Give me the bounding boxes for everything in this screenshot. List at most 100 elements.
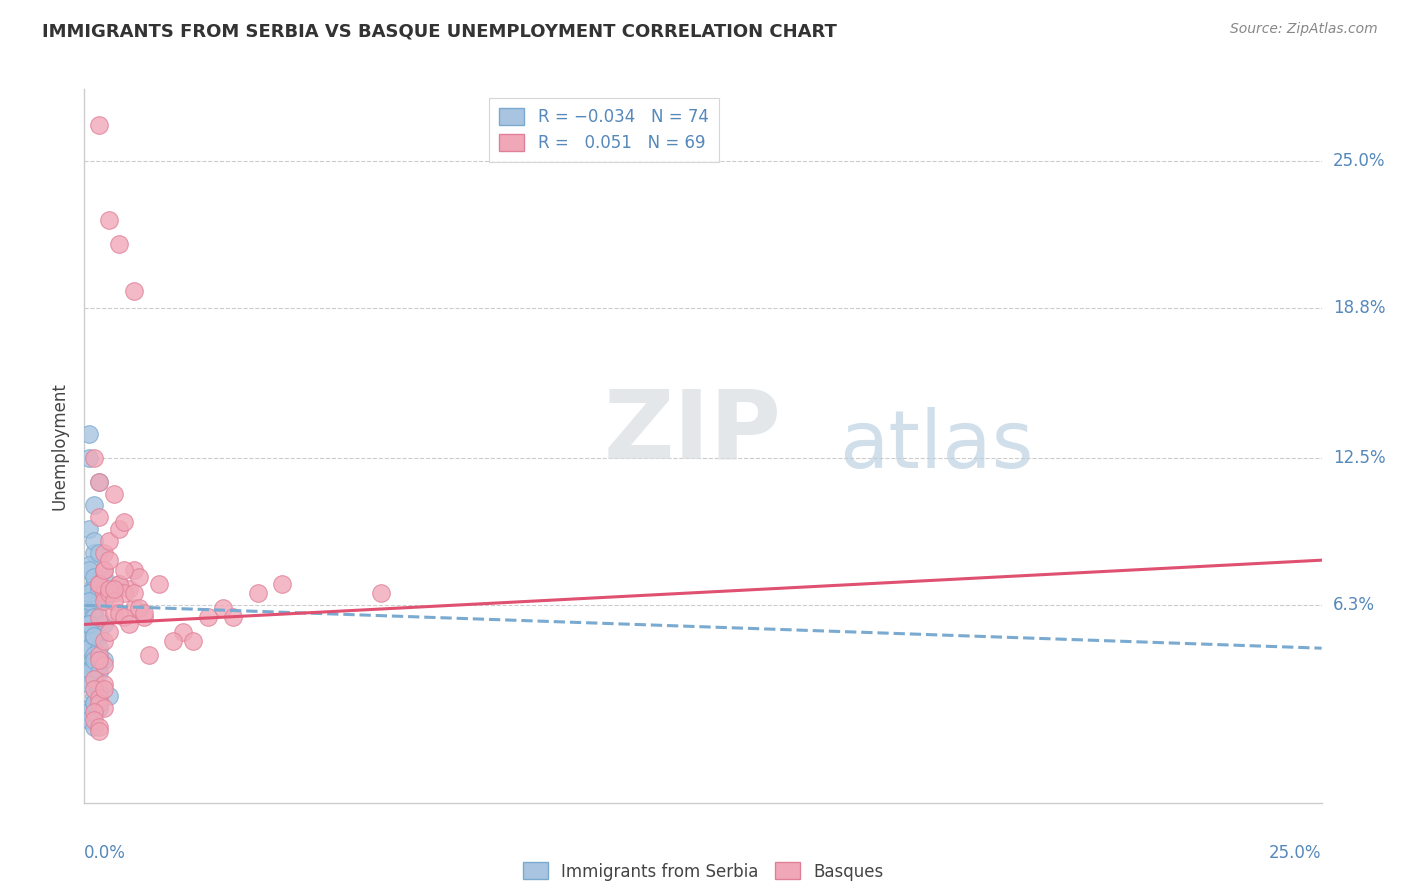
Point bbox=[148, 577, 170, 591]
Point bbox=[89, 657, 111, 672]
Point bbox=[83, 534, 105, 549]
Point bbox=[83, 629, 105, 643]
Legend: Immigrants from Serbia, Basques: Immigrants from Serbia, Basques bbox=[516, 855, 890, 888]
Point bbox=[93, 593, 115, 607]
Point bbox=[93, 563, 115, 577]
Point bbox=[79, 700, 101, 714]
Point bbox=[108, 236, 131, 251]
Point bbox=[89, 691, 111, 706]
Point bbox=[89, 593, 111, 607]
Point bbox=[89, 582, 111, 596]
Point bbox=[83, 713, 105, 727]
Point bbox=[83, 577, 105, 591]
Point bbox=[98, 213, 121, 227]
Point bbox=[83, 582, 105, 596]
Point bbox=[83, 681, 105, 696]
Text: atlas: atlas bbox=[839, 407, 1033, 485]
Text: Source: ZipAtlas.com: Source: ZipAtlas.com bbox=[1230, 22, 1378, 37]
Text: ZIP: ZIP bbox=[605, 385, 782, 478]
Point bbox=[83, 629, 105, 643]
Point bbox=[271, 577, 294, 591]
Point bbox=[79, 610, 101, 624]
Point bbox=[89, 593, 111, 607]
Point bbox=[89, 641, 111, 656]
Point bbox=[83, 499, 105, 513]
Point bbox=[103, 582, 125, 596]
Point bbox=[79, 586, 101, 600]
Point bbox=[118, 617, 141, 632]
Point bbox=[89, 118, 111, 132]
Point bbox=[79, 713, 101, 727]
Point bbox=[93, 563, 115, 577]
Point bbox=[79, 617, 101, 632]
Point bbox=[112, 610, 135, 624]
Point bbox=[83, 606, 105, 620]
Point bbox=[83, 657, 105, 672]
Text: 25.0%: 25.0% bbox=[1333, 152, 1385, 169]
Point bbox=[118, 582, 141, 596]
Point bbox=[93, 681, 115, 696]
Point bbox=[98, 553, 121, 567]
Point bbox=[83, 665, 105, 679]
Point bbox=[112, 586, 135, 600]
Point bbox=[108, 522, 131, 536]
Point bbox=[79, 672, 101, 686]
Point bbox=[132, 606, 155, 620]
Point bbox=[83, 667, 105, 681]
Point bbox=[112, 515, 135, 529]
Point bbox=[89, 653, 111, 667]
Point bbox=[128, 570, 150, 584]
Point bbox=[79, 606, 101, 620]
Point bbox=[83, 600, 105, 615]
Point bbox=[83, 653, 105, 667]
Point bbox=[79, 706, 101, 720]
Point bbox=[79, 641, 101, 656]
Point bbox=[83, 672, 105, 686]
Text: 12.5%: 12.5% bbox=[1333, 449, 1385, 467]
Point bbox=[93, 617, 115, 632]
Point bbox=[83, 648, 105, 663]
Point bbox=[93, 546, 115, 560]
Point bbox=[98, 582, 121, 596]
Point bbox=[122, 600, 145, 615]
Point bbox=[83, 629, 105, 643]
Point bbox=[93, 634, 115, 648]
Point bbox=[89, 700, 111, 714]
Point bbox=[93, 700, 115, 714]
Point bbox=[79, 677, 101, 691]
Point bbox=[181, 634, 204, 648]
Point bbox=[93, 582, 115, 596]
Text: 25.0%: 25.0% bbox=[1270, 845, 1322, 863]
Point bbox=[89, 610, 111, 624]
Point bbox=[98, 534, 121, 549]
Point bbox=[108, 577, 131, 591]
Point bbox=[79, 657, 101, 672]
Text: 0.0%: 0.0% bbox=[84, 845, 127, 863]
Point bbox=[89, 653, 111, 667]
Point bbox=[89, 720, 111, 734]
Point bbox=[83, 617, 105, 632]
Point bbox=[246, 586, 269, 600]
Point bbox=[79, 522, 101, 536]
Point bbox=[83, 450, 105, 465]
Point bbox=[89, 724, 111, 739]
Point bbox=[79, 427, 101, 442]
Point bbox=[172, 624, 194, 639]
Point bbox=[93, 677, 115, 691]
Point bbox=[122, 586, 145, 600]
Point bbox=[128, 600, 150, 615]
Text: 6.3%: 6.3% bbox=[1333, 597, 1375, 615]
Point bbox=[89, 577, 111, 591]
Point bbox=[83, 689, 105, 703]
Point bbox=[83, 706, 105, 720]
Point bbox=[83, 570, 105, 584]
Point bbox=[79, 617, 101, 632]
Point bbox=[79, 629, 101, 643]
Point bbox=[79, 593, 101, 607]
Point bbox=[89, 510, 111, 524]
Point bbox=[370, 586, 392, 600]
Point bbox=[132, 610, 155, 624]
Point bbox=[222, 610, 245, 624]
Point bbox=[93, 653, 115, 667]
Point bbox=[122, 563, 145, 577]
